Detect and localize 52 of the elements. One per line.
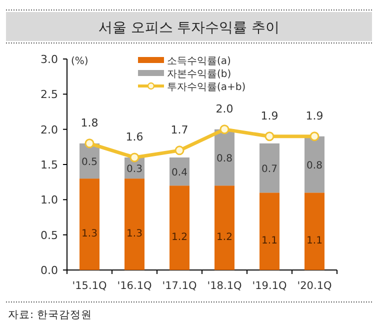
data-label: 1.1: [306, 235, 322, 246]
data-label: 1.9: [306, 109, 324, 122]
bar: [260, 143, 280, 193]
point: [264, 132, 274, 142]
data-label: 1.7: [170, 123, 188, 136]
y-axis-title: (%): [71, 56, 88, 67]
data-label: 2.0: [216, 102, 234, 116]
data-label: 0.4: [172, 168, 188, 179]
data-label: 1.9: [260, 109, 278, 122]
point: [130, 152, 140, 162]
bar: [260, 192, 280, 270]
bar: [304, 136, 324, 193]
y-tick-label: 1.0: [40, 194, 58, 207]
data-label: 1.3: [126, 228, 142, 240]
bar: [170, 186, 190, 270]
data-label: 1.2: [216, 232, 232, 243]
data-label: 0.8: [216, 153, 232, 164]
y-tick-label: 2.0: [40, 123, 58, 136]
point: [220, 124, 230, 134]
data-label: 1.3: [82, 228, 98, 240]
y-tick-label: 3.0: [40, 53, 58, 66]
data-label: 1.8: [80, 116, 98, 130]
bar: [80, 178, 100, 270]
data-label: 0.3: [126, 164, 142, 176]
bar: [214, 186, 234, 270]
data-label: 1.6: [126, 130, 144, 144]
point: [174, 146, 184, 156]
bar: [124, 178, 144, 270]
y-tick-label: 2.5: [40, 88, 58, 102]
y-tick-label: 0.0: [40, 264, 58, 277]
x-tick-label: '20.1Q: [297, 280, 332, 292]
legend-label: 자본수익률(b): [167, 69, 232, 80]
data-label: 0.7: [262, 164, 278, 176]
point: [84, 138, 94, 148]
data-label: 1.1: [262, 235, 278, 246]
data-label: 0.8: [306, 160, 322, 172]
chart-title: 서울 오피스 투자수익률 추이: [98, 20, 280, 36]
x-tick-label: '16.1Q: [117, 280, 152, 292]
legend-label: 소득수익률(a): [167, 56, 232, 67]
text: 자료: 한국감정원: [8, 309, 92, 321]
x-tick-label: '18.1Q: [207, 280, 242, 292]
x-tick-label: '15.1Q: [72, 280, 107, 292]
point: [310, 132, 320, 142]
data-label: 1.2: [172, 232, 188, 243]
bar: [304, 192, 324, 270]
x-tick-label: '19.1Q: [252, 280, 287, 292]
bar: [170, 157, 190, 186]
x-tick-label: '17.1Q: [162, 280, 197, 292]
y-tick-label: 1.5: [40, 158, 58, 172]
data-label: 0.5: [82, 156, 98, 168]
legend-label: 투자수익률(a+b): [167, 82, 246, 93]
y-tick-label: 0.5: [40, 228, 58, 242]
